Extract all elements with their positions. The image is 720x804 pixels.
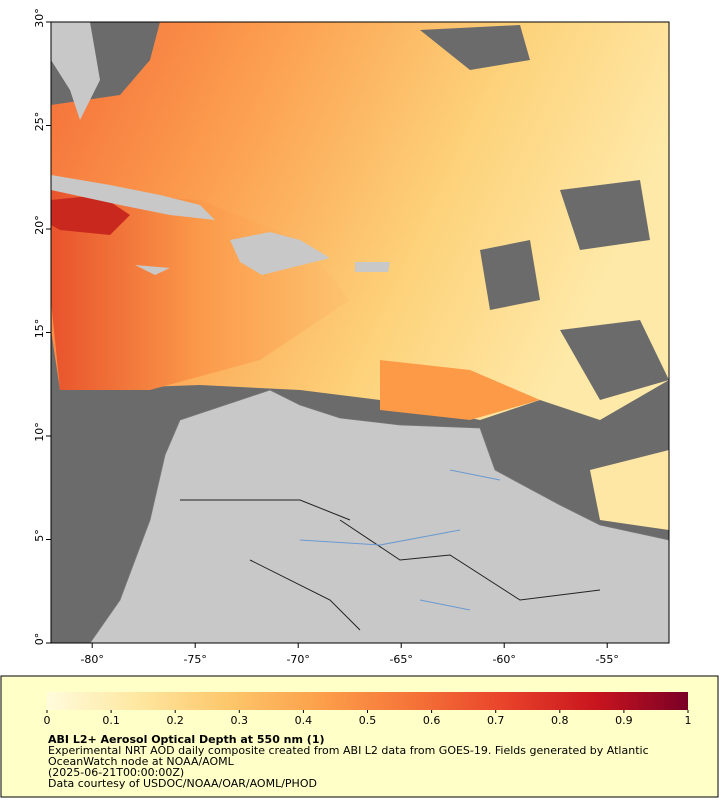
caption-line: Experimental NRT AOD daily composite cre… [48, 744, 649, 757]
x-tick-label: -65° [389, 653, 412, 666]
no-data-ocean [420, 25, 669, 400]
colorbar-tick-label: 0.1 [102, 714, 120, 727]
colorbar-tick-label: 0.9 [615, 714, 633, 727]
colorbar-tick-label: 0.4 [295, 714, 313, 727]
land [51, 175, 215, 220]
colorbar [47, 692, 688, 710]
map [50, 21, 670, 644]
y-tick-label: 30° [33, 8, 46, 28]
x-tick-label: -80° [80, 653, 103, 666]
colorbar-tick-label: 0.3 [231, 714, 249, 727]
land [230, 232, 330, 275]
y-tick-label: 10° [33, 422, 46, 442]
x-tick-label: -75° [183, 653, 206, 666]
land [135, 262, 390, 275]
aod-field [51, 195, 130, 235]
caption-line: Data courtesy of USDOC/NOAA/OAR/AOML/PHO… [48, 777, 317, 790]
colorbar-tick-label: 0.5 [359, 714, 377, 727]
x-tick-label: -70° [286, 653, 309, 666]
colorbar-tick-label: 0 [44, 714, 51, 727]
caption-line: OceanWatch node at NOAA/AOML [48, 755, 235, 768]
aod-field [380, 360, 540, 420]
colorbar-tick-label: 0.2 [166, 714, 184, 727]
border [180, 499, 601, 631]
river [299, 469, 501, 611]
y-tick-label: 25° [33, 112, 46, 132]
x-tick-label: -55° [595, 653, 618, 666]
land [89, 389, 670, 644]
caption-title: ABI L2+ Aerosol Optical Depth at 550 nm … [48, 733, 325, 746]
colorbar-tick-label: 1 [685, 714, 692, 727]
colorbar-tick-label: 0.7 [487, 714, 505, 727]
x-tick-label: -60° [492, 653, 515, 666]
y-tick-label: 5° [33, 529, 46, 542]
y-tick-label: 15° [33, 319, 46, 339]
land [51, 22, 100, 120]
colorbar-tick-label: 0.6 [423, 714, 441, 727]
y-tick-label: 0° [33, 633, 46, 646]
y-tick-label: 20° [33, 215, 46, 235]
colorbar-tick-label: 0.8 [551, 714, 569, 727]
aod-field [590, 450, 669, 530]
caption-line: (2025-06-21T00:00:00Z) [48, 766, 184, 779]
